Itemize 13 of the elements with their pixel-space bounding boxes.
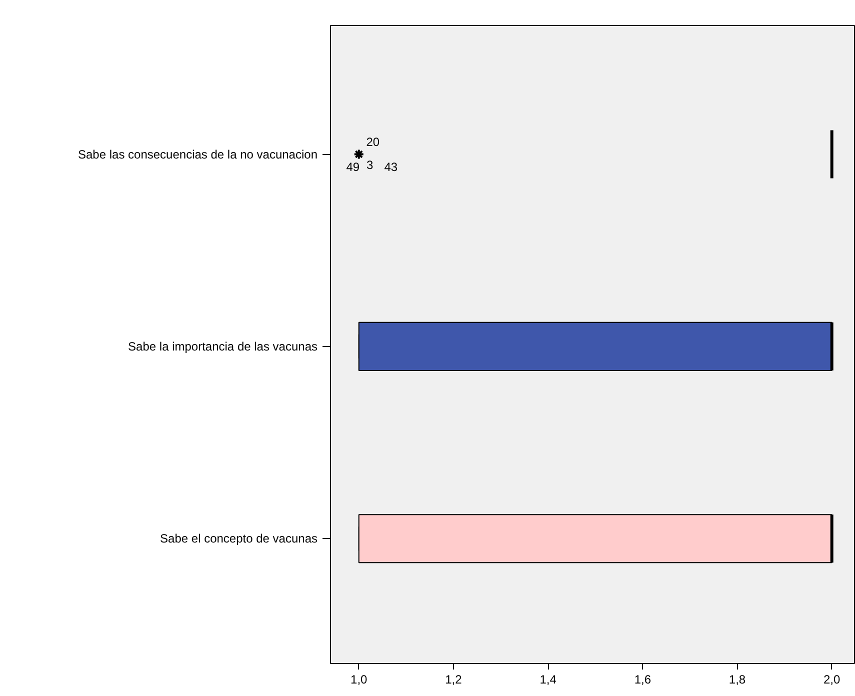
- annotation: 43: [384, 160, 398, 174]
- y-tick-label: Sabe la importancia de las vacunas: [128, 339, 318, 354]
- annotation: 3: [366, 158, 374, 172]
- x-tick-label: 1,4: [540, 672, 557, 686]
- x-tick-label: 1,6: [634, 672, 652, 686]
- y-tick-label: Sabe las consecuencias de la no vacunacion: [78, 147, 318, 162]
- x-tick-label: 1,0: [350, 672, 368, 686]
- x-tick-label: 1,8: [728, 672, 746, 686]
- x-tick-label: 2,0: [824, 672, 841, 686]
- x-tick-label: 1,2: [445, 672, 462, 686]
- annotation: 20: [366, 134, 380, 149]
- y-tick-label: Sabe el concepto de vacunas: [160, 532, 318, 546]
- annotation: 49: [346, 160, 360, 174]
